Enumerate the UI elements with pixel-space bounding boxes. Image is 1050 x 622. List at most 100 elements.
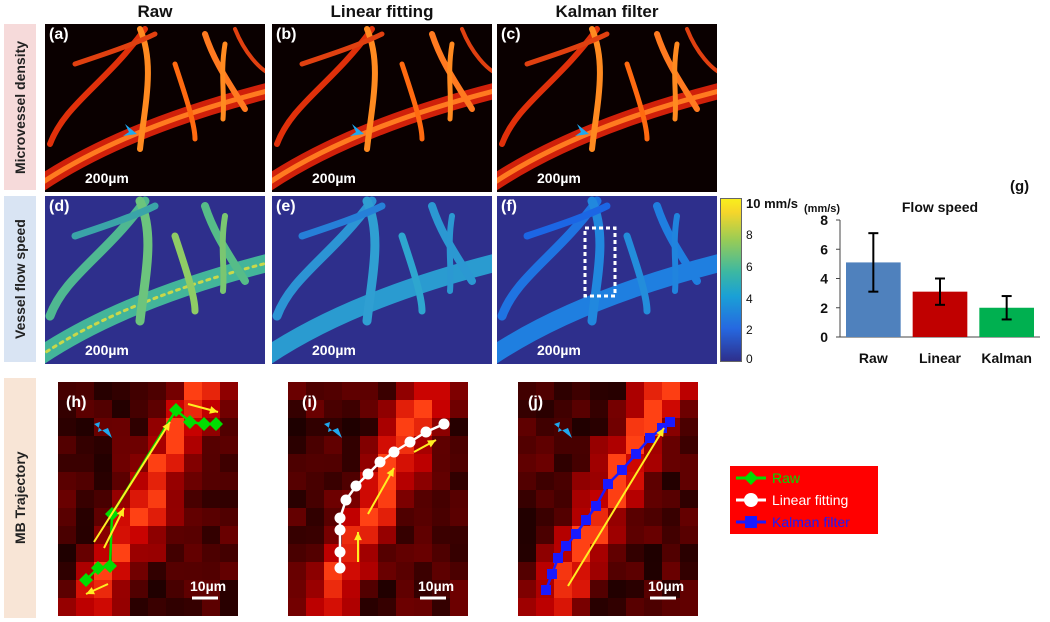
trajectory-point-square-icon — [553, 553, 563, 563]
trajectory-pixel — [360, 544, 378, 562]
trajectory-panel-h: (h) 10µm — [58, 382, 238, 616]
flow-direction-arrow — [367, 467, 395, 515]
trajectory-pixel — [166, 508, 184, 526]
trajectory-pixel — [288, 400, 306, 418]
trajectory-pixel — [58, 490, 76, 508]
chart-category-label: Raw — [859, 350, 888, 366]
trajectory-pixel — [130, 580, 148, 598]
trajectory-pixel — [662, 436, 680, 454]
legend-label-kalman: Kalman filter — [772, 514, 850, 530]
trajectory-pixel — [378, 526, 396, 544]
trajectory-pixel — [644, 400, 662, 418]
flow-direction-arrow — [567, 427, 665, 587]
trajectory-pixel — [432, 544, 450, 562]
trajectory-pixel — [184, 544, 202, 562]
trajectory-point-circle-icon — [334, 562, 346, 574]
trajectory-pixel — [58, 400, 76, 418]
trajectory-pixel — [288, 472, 306, 490]
trajectory-pixel — [414, 382, 432, 400]
trajectory-pixel — [184, 400, 202, 418]
trajectory-pixel — [662, 382, 680, 400]
density-panel-c: (c) 200µm — [497, 24, 717, 192]
trajectory-pixel — [148, 580, 166, 598]
trajectory-pixel — [396, 508, 414, 526]
trajectory-point-circle-icon — [420, 426, 432, 438]
trajectory-pixel — [432, 580, 450, 598]
trajectory-pixel — [58, 508, 76, 526]
trajectory-pixel — [166, 562, 184, 580]
trajectory-pixel — [662, 508, 680, 526]
trajectory-pixel — [572, 454, 590, 472]
chart-ylabel: (mm/s) — [804, 203, 840, 215]
trajectory-pixel — [288, 382, 306, 400]
trajectory-pixel — [518, 580, 536, 598]
trajectory-pixel — [306, 382, 324, 400]
trajectory-pixel — [342, 454, 360, 472]
trajectory-point-circle-icon — [334, 546, 346, 558]
trajectory-pixel — [220, 418, 238, 436]
trajectory-pixel — [680, 598, 698, 616]
trajectory-pixel — [572, 562, 590, 580]
trajectory-pixel — [644, 544, 662, 562]
trajectory-pixel — [536, 436, 554, 454]
trajectory-pixel — [626, 382, 644, 400]
trajectory-pixel — [288, 598, 306, 616]
trajectory-pixel — [148, 382, 166, 400]
trajectory-pixel — [112, 418, 130, 436]
trajectory-pixel — [644, 562, 662, 580]
panel-label-e: (e) — [276, 198, 296, 215]
trajectory-pixel — [396, 472, 414, 490]
trajectory-pixel — [518, 598, 536, 616]
trajectory-pixel — [94, 472, 112, 490]
trajectory-pixel — [184, 436, 202, 454]
trajectory-pixel — [432, 382, 450, 400]
trajectory-pixel — [324, 436, 342, 454]
trajectory-pixel — [608, 382, 626, 400]
column-title-linear: Linear fitting — [330, 2, 434, 21]
trajectory-pixel — [166, 544, 184, 562]
trajectory-point-diamond-icon — [209, 417, 223, 431]
trajectory-pixel — [590, 436, 608, 454]
trajectory-pixel — [450, 598, 468, 616]
trajectory-pixel — [608, 526, 626, 544]
trajectory-point-circle-icon — [340, 494, 352, 506]
trajectory-pixel — [130, 382, 148, 400]
trajectory-pixel — [590, 382, 608, 400]
trajectory-pixel — [378, 544, 396, 562]
trajectory-pixel — [360, 490, 378, 508]
trajectory-pixel — [626, 580, 644, 598]
trajectory-pixel — [450, 454, 468, 472]
panel-label-c: (c) — [501, 26, 521, 43]
trajectory-pixel — [414, 598, 432, 616]
trajectory-pixel — [130, 454, 148, 472]
density-panel-a: (a) 200µm — [45, 24, 265, 192]
trajectory-pixel — [414, 400, 432, 418]
trajectory-image-linear — [288, 382, 468, 616]
trajectory-pixel — [450, 526, 468, 544]
trajectory-pixel — [572, 472, 590, 490]
speed-panel-d: (d) 200µm — [45, 196, 265, 364]
trajectory-pixel — [680, 436, 698, 454]
trajectory-pixel — [166, 454, 184, 472]
trajectory-point-diamond-icon — [91, 561, 105, 575]
trajectory-pixel — [166, 526, 184, 544]
trajectory-pixel — [112, 382, 130, 400]
trajectory-pixel — [202, 508, 220, 526]
trajectory-pixel — [396, 562, 414, 580]
trajectory-pixel — [414, 562, 432, 580]
trajectory-pixel — [58, 382, 76, 400]
arrowhead-icon — [386, 468, 394, 477]
trajectory-pixel — [220, 526, 238, 544]
trajectory-pixel — [396, 382, 414, 400]
trajectory-pixel — [360, 418, 378, 436]
trajectory-pixel — [360, 562, 378, 580]
trajectory-pixel — [306, 436, 324, 454]
legend-label-linear: Linear fitting — [772, 492, 849, 508]
trajectory-pixel — [306, 490, 324, 508]
trajectory-pixel — [202, 454, 220, 472]
trajectory-pixel — [58, 598, 76, 616]
trajectory-pixel — [112, 580, 130, 598]
trajectory-pixel — [680, 418, 698, 436]
trajectory-pixel — [184, 580, 202, 598]
trajectory-pixel — [324, 400, 342, 418]
